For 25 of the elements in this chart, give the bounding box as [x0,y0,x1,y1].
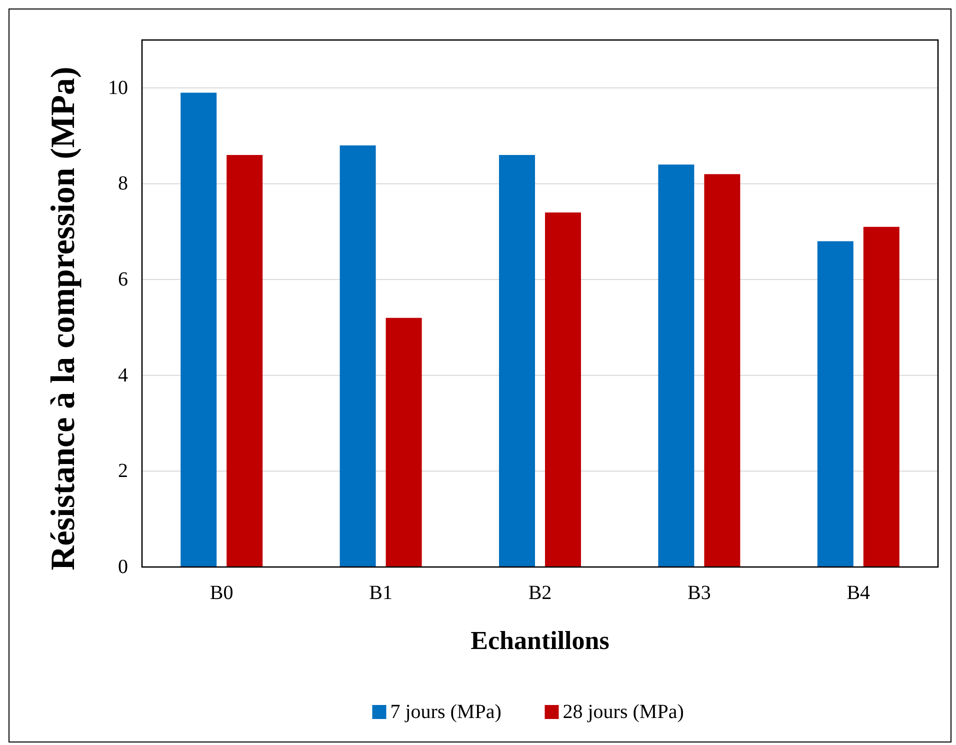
x-tick-label: B2 [528,582,552,604]
y-tick-label: 2 [118,460,128,482]
bar [340,145,376,567]
x-tick-label: B4 [846,582,870,604]
y-axis-title: Résistance à la compression (MPa) [45,66,82,570]
legend-label: 7 jours (MPa) [390,701,502,723]
y-tick-label: 4 [118,364,128,386]
bar [658,164,694,567]
x-axis-title: Echantillons [470,626,610,655]
bar [386,318,422,567]
bar [704,174,740,567]
bar [499,154,535,567]
y-tick-label: 8 [118,172,128,195]
y-tick-label: 0 [118,556,128,578]
bar [817,241,854,567]
x-tick-label: B1 [369,582,392,604]
x-tick-label: B3 [688,582,711,604]
bar [226,154,263,567]
bar [545,212,581,567]
y-tick-label: 6 [118,268,128,291]
bar [180,92,217,567]
x-tick-label: B0 [210,582,234,604]
bar [863,226,900,567]
y-tick-label: 10 [108,76,128,99]
legend-label: 28 jours (MPa) [562,701,684,723]
